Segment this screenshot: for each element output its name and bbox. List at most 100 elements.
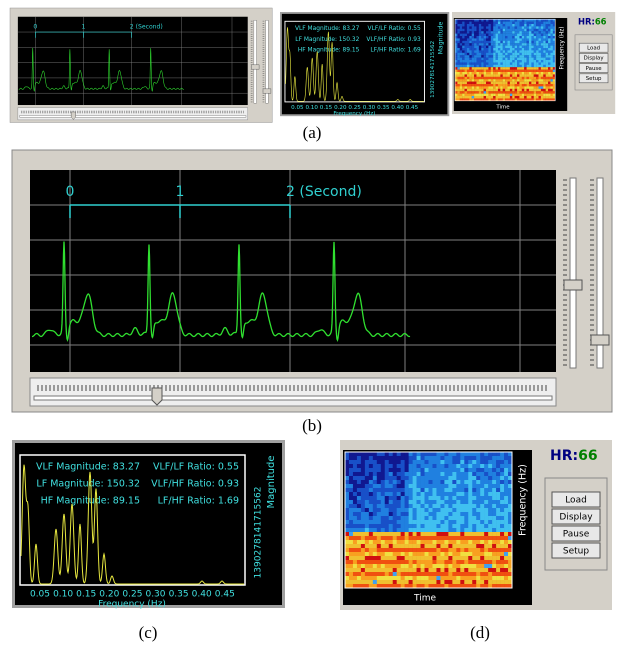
spectrogram-cell xyxy=(519,89,522,92)
scrollbar xyxy=(18,108,248,120)
spectrogram-cell xyxy=(460,70,463,73)
spectrogram-cell xyxy=(484,94,487,97)
slider-thumb[interactable] xyxy=(263,89,271,93)
spectrogram-cell xyxy=(401,492,405,496)
spectrogram-cell xyxy=(543,53,546,56)
spectrogram-cell xyxy=(476,53,479,56)
spectrogram-cell xyxy=(472,34,475,37)
spectrogram-cell xyxy=(457,91,460,94)
spectrogram-cell xyxy=(476,496,480,500)
spectrogram-cell xyxy=(389,548,393,552)
spectrogram-cell xyxy=(539,79,542,82)
y-tick-label: 4171 xyxy=(430,55,436,70)
spectrogram-cell xyxy=(512,65,515,68)
slider-thumb[interactable] xyxy=(591,335,609,345)
slider-thumb[interactable] xyxy=(251,65,259,69)
spectrogram-cell xyxy=(373,536,377,540)
spectrogram-cell xyxy=(349,528,353,532)
spectrogram-cell xyxy=(488,564,492,568)
spectrogram-cell xyxy=(472,492,476,496)
spectrogram-cell xyxy=(524,53,527,56)
spectrogram-cell xyxy=(413,564,417,568)
slider-thumb[interactable] xyxy=(564,280,582,290)
spectrogram-cell xyxy=(373,484,377,488)
spectrogram-cell xyxy=(550,50,553,53)
spectrogram-cell xyxy=(541,43,544,46)
spectrogram-cell xyxy=(389,576,393,580)
spectrogram-cell xyxy=(421,536,425,540)
spectrogram-cell xyxy=(491,50,494,53)
spectrogram-cell xyxy=(476,540,480,544)
spectrogram-cell xyxy=(373,472,377,476)
spectrogram-cell xyxy=(519,91,522,94)
spectrogram-cell xyxy=(393,520,397,524)
spectrogram-cell xyxy=(480,560,484,564)
spectrogram-cell xyxy=(381,500,385,504)
spectrogram-cell xyxy=(492,564,496,568)
spectrogram-cell xyxy=(500,46,503,49)
spectrogram-cell xyxy=(524,89,527,92)
spectrogram-cell xyxy=(519,22,522,25)
spectrogram-cell xyxy=(529,38,532,41)
spectrogram-cell xyxy=(488,79,491,82)
spectrogram-cell xyxy=(546,82,549,85)
spectrogram-cell xyxy=(462,70,465,73)
spectrogram-cell xyxy=(496,19,499,22)
spectrogram-cell xyxy=(464,568,468,572)
spectrogram-cell xyxy=(457,50,460,53)
spectrogram-cell xyxy=(503,89,506,92)
spectrogram-cell xyxy=(460,536,464,540)
spectrogram-cell xyxy=(457,72,460,75)
spectrogram-cell xyxy=(401,464,405,468)
spectrogram-cell xyxy=(474,65,477,68)
spectrogram-cell xyxy=(457,60,460,63)
x-tick-label: 0.25 xyxy=(348,105,361,111)
spectrogram-cell xyxy=(500,62,503,65)
spectrogram-cell xyxy=(515,79,518,82)
spectrogram-cell xyxy=(546,67,549,70)
spectrogram-cell xyxy=(481,82,484,85)
spectrogram-cell xyxy=(546,74,549,77)
spectrogram-cell xyxy=(536,91,539,94)
spectrogram-cell xyxy=(524,34,527,37)
spectrogram-cell xyxy=(541,26,544,29)
spectrogram-cell xyxy=(365,564,369,568)
spectrogram-cell xyxy=(476,512,480,516)
spectrogram-cell xyxy=(365,456,369,460)
spectrogram-cell xyxy=(353,488,357,492)
spectrogram-cell xyxy=(548,91,551,94)
spectrogram-cell xyxy=(476,65,479,68)
spectrogram-cell xyxy=(476,74,479,77)
spectrogram-cell xyxy=(492,516,496,520)
spectrogram-cell xyxy=(484,55,487,58)
spectrogram-cell xyxy=(409,500,413,504)
spectrogram-cell xyxy=(464,532,468,536)
spectrogram-cell xyxy=(500,476,504,480)
spectrogram-cell xyxy=(417,460,421,464)
spectrogram-cell xyxy=(429,544,433,548)
spectrogram-cell xyxy=(543,62,546,65)
spectrogram-cell xyxy=(467,96,470,99)
spectrogram-cell xyxy=(465,94,468,97)
spectrogram-cell xyxy=(476,484,480,488)
spectrogram-cell xyxy=(393,580,397,584)
spectrogram-cell xyxy=(522,38,525,41)
spectrogram-cell xyxy=(345,460,349,464)
spectrogram-cell xyxy=(393,476,397,480)
spectrogram-cell xyxy=(498,50,501,53)
spectrogram-cell xyxy=(425,544,429,548)
spectrogram-cell xyxy=(496,492,500,496)
spectrogram-cell xyxy=(444,492,448,496)
spectrogram-cell xyxy=(349,496,353,500)
spectrogram-cell xyxy=(479,96,482,99)
spectrogram-cell xyxy=(452,516,456,520)
spectrogram-cell xyxy=(452,576,456,580)
spectrogram-cell xyxy=(505,29,508,32)
spectrogram-cell xyxy=(480,524,484,528)
spectrogram-cell xyxy=(481,89,484,92)
spectrogram-cell xyxy=(500,512,504,516)
spectrogram-cell xyxy=(500,488,504,492)
spectrogram-cell xyxy=(486,86,489,89)
spectrogram-cell xyxy=(361,540,365,544)
spectrogram-cell xyxy=(479,89,482,92)
